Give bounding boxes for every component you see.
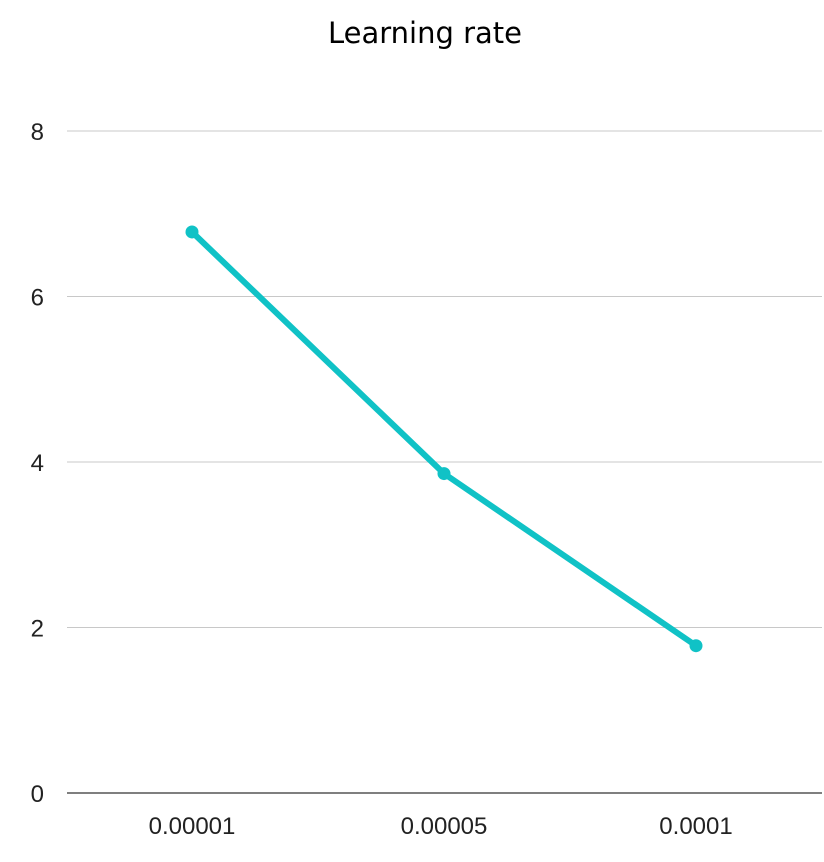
x-axis: 0.00001 0.00005 0.0001 [149, 813, 733, 840]
chart-title: Learning rate [328, 16, 522, 50]
data-point [185, 225, 199, 239]
series-line [189, 228, 699, 649]
y-axis: 0 2 4 6 8 [31, 119, 44, 808]
data-point [689, 639, 703, 653]
y-tick-label: 2 [31, 616, 44, 643]
y-tick-label: 6 [31, 285, 44, 312]
data-series [185, 225, 703, 653]
data-point [437, 467, 451, 481]
y-tick-label: 4 [31, 450, 44, 477]
x-tick-label: 0.0001 [659, 813, 732, 840]
gridlines [67, 130, 822, 794]
y-tick-label: 8 [31, 119, 44, 146]
x-tick-label: 0.00005 [401, 813, 488, 840]
x-tick-label: 0.00001 [149, 813, 236, 840]
y-tick-label: 0 [31, 781, 44, 808]
